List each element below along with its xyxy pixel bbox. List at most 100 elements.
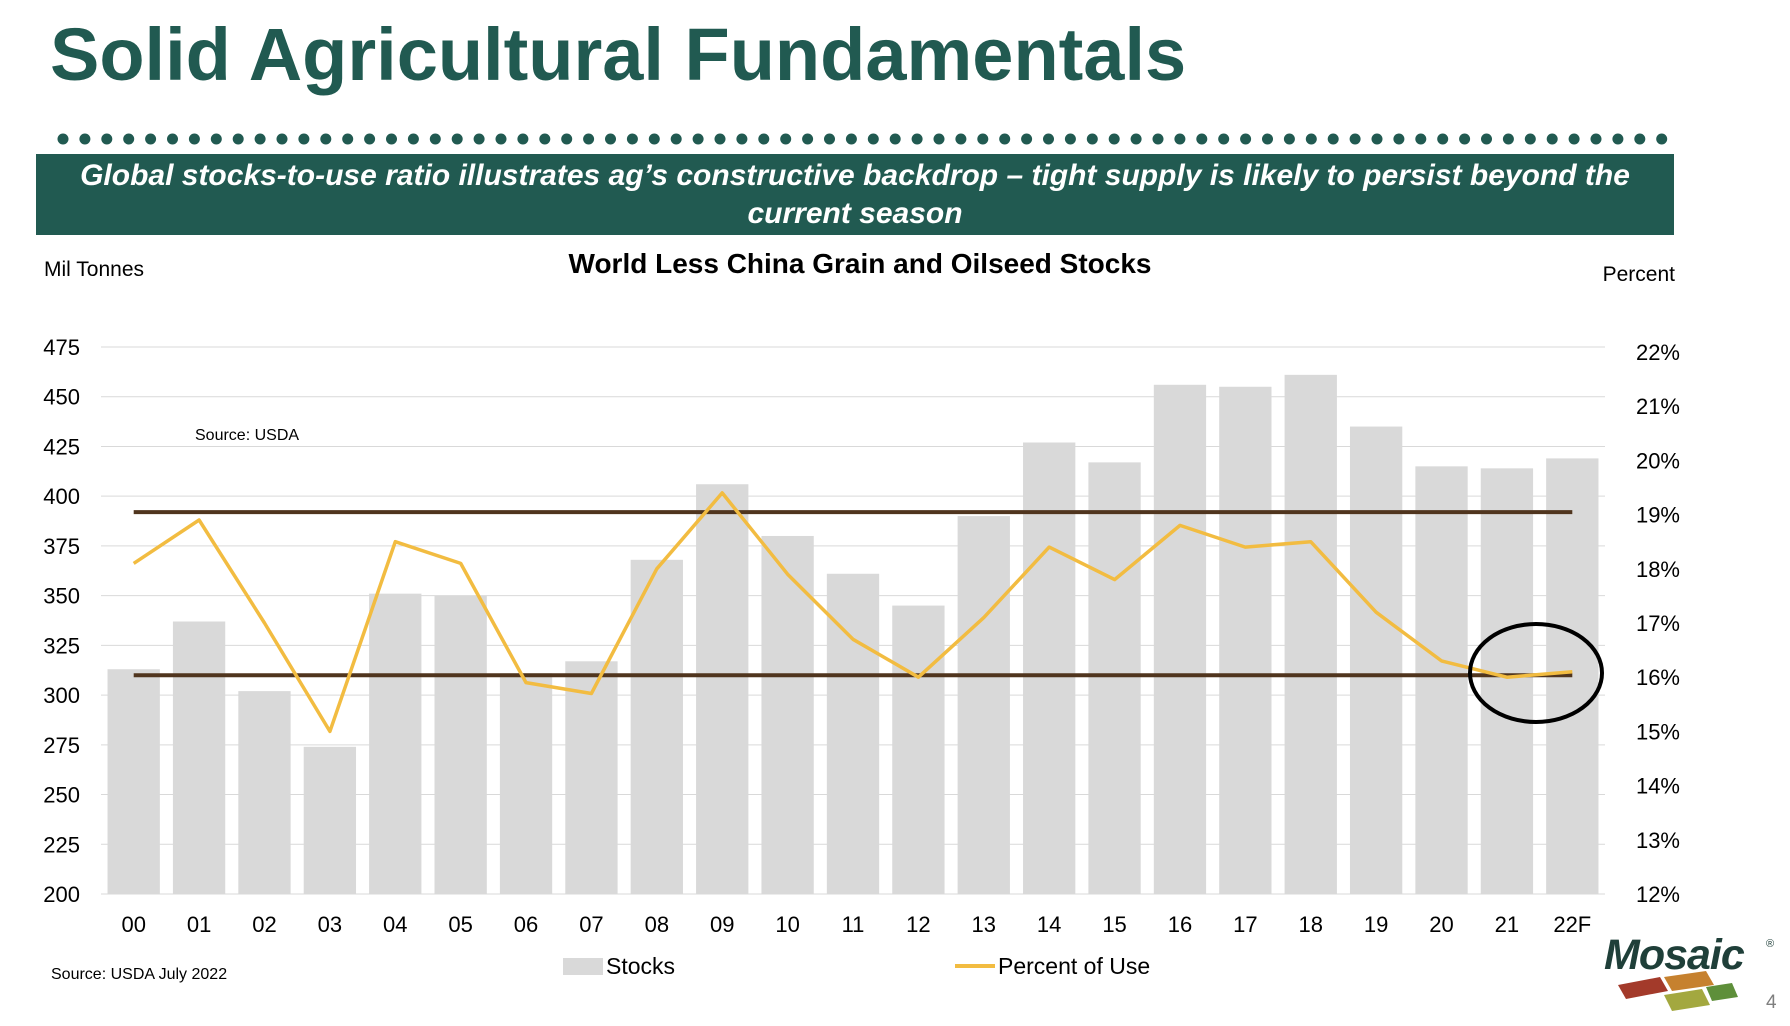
bar-stocks [1284,374,1337,894]
divider-dot [210,133,222,145]
x-tick-label: 20 [1429,912,1453,937]
divider-dot [1349,133,1361,145]
chart-source-note: Source: USDA [195,427,299,444]
x-axis-labels: 00 01 02 03 04 05 06 07 08 09 10 11 12 13 14 15 16 17 18 19… [121,912,1591,937]
x-tick-label: 17 [1233,912,1257,937]
x-tick-label: 07 [579,912,603,937]
stocks-chart: World Less China Grain and Oilseed Stock… [43,248,1680,979]
divider-dot [605,133,616,145]
right-tick-label: 22% [1636,340,1680,365]
divider-dot [845,133,857,145]
divider-dot [758,133,770,145]
x-tick-label: 19 [1364,912,1388,937]
divider-dot [320,133,332,145]
left-tick-label: 275 [43,733,80,758]
bar-stocks [499,673,553,894]
left-axis-ticks: 200 225 250 275 300 325 350 375 400 425 450 475 [43,335,80,907]
divider-dot [1568,133,1580,145]
left-tick-label: 450 [43,385,80,410]
x-tick-label: 03 [318,912,342,937]
page-number: 4 [1766,992,1777,1013]
divider-dot [1502,133,1514,145]
divider-dot [429,133,441,145]
bar-stocks [1088,462,1141,894]
left-axis-title: Mil Tonnes [44,258,144,281]
right-tick-label: 20% [1636,448,1680,473]
bar-stocks [369,593,422,894]
divider-dot [254,133,266,145]
divider-dot [977,133,989,145]
bar-stocks [565,661,618,894]
x-tick-label: 16 [1168,912,1192,937]
divider-dot [473,133,485,145]
divider-dot [626,133,638,145]
highlight-circle [1468,622,1604,724]
divider-dot [1130,133,1142,145]
divider-dot [1174,133,1186,145]
divider-dot [1393,133,1405,145]
x-tick-label: 02 [252,912,276,937]
subtitle-banner: Global stocks-to-use ratio illustrates a… [36,154,1674,235]
divider-dot [79,133,91,145]
x-tick-label: 10 [775,912,799,937]
legend-swatch-stocks [563,958,603,975]
divider-dot [1371,133,1383,145]
bar-stocks [1153,384,1207,894]
x-tick-label: 22F [1553,912,1591,937]
logo-tile-green [1706,983,1738,1001]
source-footnote: Source: USDA July 2022 [51,966,228,983]
x-tick-label: 09 [710,912,734,937]
bar-stocks [303,746,357,894]
divider-dot [123,133,135,145]
reference-lines [133,510,1573,678]
divider-dot [1218,133,1230,145]
bar-stocks [1415,466,1468,894]
logo-tile-olive [1664,989,1710,1011]
left-tick-label: 475 [43,335,80,360]
divider-dot [999,133,1011,145]
page-title: Solid Agricultural Fundamentals [50,13,1187,96]
divider-dot [1196,133,1208,145]
divider-dot [1546,133,1558,145]
divider-dot [1043,133,1054,145]
bar-stocks [957,516,1010,894]
left-tick-label: 300 [43,683,80,708]
x-tick-label: 08 [645,912,669,937]
divider-dot [1524,133,1536,145]
divider-dot [364,133,376,145]
bar-stocks [761,535,814,894]
legend-label-stocks: Stocks [606,953,675,979]
right-tick-label: 17% [1636,611,1680,636]
divider-dot [1437,133,1449,145]
divider-dot [583,133,595,145]
left-tick-label: 250 [43,783,80,808]
divider-dot [1240,133,1252,145]
divider-dot [736,133,748,145]
divider-dot [1415,133,1427,145]
right-tick-label: 14% [1636,774,1680,799]
divider-dot [1656,133,1668,145]
divider-dot [167,133,178,145]
right-axis-title: Percent [1603,263,1676,286]
right-tick-label: 18% [1636,557,1680,582]
logo-tile-red [1618,977,1668,999]
right-tick-label: 13% [1636,828,1680,853]
divider-dot [911,133,923,145]
divider-dot [188,133,200,145]
right-tick-label: 15% [1636,719,1680,744]
banner-text: Global stocks-to-use ratio illustrates a… [80,158,1630,230]
divider-dot [648,133,660,145]
bar-stocks [826,573,880,894]
divider-dot [1459,133,1471,145]
divider-dot [1064,133,1076,145]
x-tick-label: 15 [1102,912,1126,937]
divider-dot [1283,133,1295,145]
divider-dot [1481,133,1492,145]
x-tick-label: 21 [1495,912,1519,937]
x-tick-label: 14 [1037,912,1061,937]
bar-stocks [696,484,749,894]
left-tick-label: 325 [43,633,80,658]
divider-dot [824,133,835,145]
legend-label-percent-of-use: Percent of Use [998,953,1150,979]
bar-stocks [630,559,683,894]
